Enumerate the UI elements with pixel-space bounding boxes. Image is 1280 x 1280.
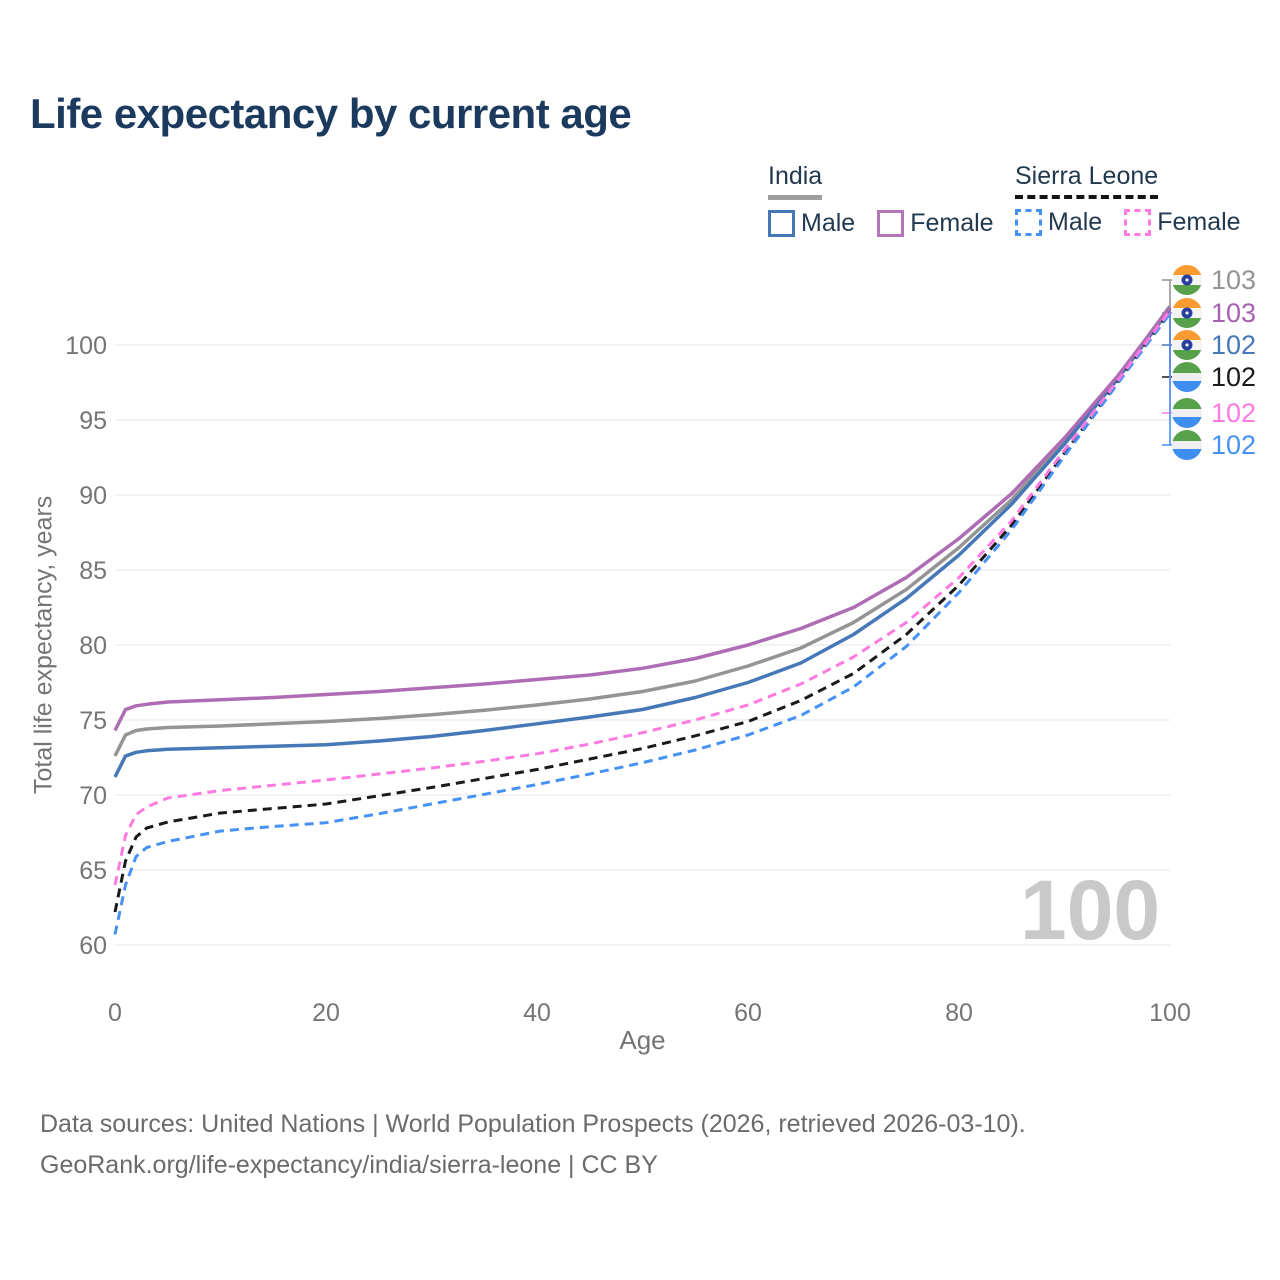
india-total-line[interactable]	[113, 304, 1172, 757]
end-value: 102	[1211, 429, 1257, 460]
x-tick-label: 0	[108, 999, 122, 1027]
end-value: 103	[1211, 264, 1257, 295]
y-tick-label: 90	[79, 482, 107, 510]
sl-male-swatch-icon	[1015, 209, 1042, 236]
source-line-1: Data sources: United Nations | World Pop…	[40, 1110, 1026, 1138]
legend-group-india: India Male Female	[768, 162, 1016, 238]
india-flag-icon	[1172, 265, 1202, 295]
y-tick-label: 70	[79, 782, 107, 810]
sierra-leone-flag-icon	[1172, 362, 1202, 392]
y-tick-label: 100	[65, 332, 107, 360]
legend-country-sierra-leone[interactable]: Sierra Leone	[1015, 162, 1159, 199]
x-tick-label: 40	[523, 999, 551, 1027]
data-source-note: Data sources: United Nations | World Pop…	[40, 1104, 1026, 1186]
end-label-sl-total[interactable]: 102	[1172, 362, 1256, 392]
legend-group-sierra-leone: Sierra Leone Male Female	[1015, 162, 1263, 237]
x-tick-label: 80	[945, 999, 973, 1027]
legend-item-india-male[interactable]: Male	[768, 209, 855, 238]
y-tick-label: 80	[79, 632, 107, 660]
y-axis-title: Total life expectancy, years	[29, 495, 58, 795]
india-female-line[interactable]	[113, 306, 1172, 732]
legend-country-india[interactable]: India	[768, 162, 823, 200]
legend-item-sl-male[interactable]: Male	[1015, 208, 1102, 237]
x-tick-label: 60	[734, 999, 762, 1027]
sierra-leone-female-line[interactable]	[113, 309, 1172, 886]
end-label-india-male[interactable]: 102	[1172, 330, 1256, 360]
legend-item-label: Male	[801, 209, 856, 237]
legend-item-label: Female	[910, 209, 994, 237]
legend-item-label: Female	[1157, 208, 1241, 236]
sierra-leone-flag-icon	[1172, 398, 1202, 428]
x-tick-label: 100	[1149, 999, 1191, 1027]
end-value: 102	[1211, 329, 1257, 360]
page-title: Life expectancy by current age	[30, 90, 632, 137]
legend-item-label: Male	[1048, 208, 1103, 236]
legend-item-india-female[interactable]: Female	[877, 209, 994, 238]
india-flag-icon	[1172, 298, 1202, 328]
legend-item-sl-female[interactable]: Female	[1124, 208, 1241, 237]
end-value: 102	[1211, 397, 1257, 428]
x-tick-label: 20	[312, 999, 340, 1027]
end-label-india-total[interactable]: 103	[1172, 265, 1256, 295]
sierra-leone-total-line[interactable]	[113, 311, 1172, 913]
india-male-swatch-icon	[768, 210, 795, 237]
age-watermark: 100	[1020, 863, 1161, 957]
end-label-sl-male[interactable]: 102	[1172, 430, 1256, 460]
end-label-sl-female[interactable]: 102	[1172, 398, 1256, 428]
x-axis-title: Age	[619, 1025, 666, 1055]
india-female-swatch-icon	[877, 210, 905, 237]
y-tick-label: 60	[79, 932, 107, 960]
sierra-leone-male-line[interactable]	[113, 312, 1172, 935]
y-tick-label: 75	[79, 707, 107, 735]
end-label-india-female[interactable]: 103	[1172, 298, 1256, 328]
source-line-2: GeoRank.org/life-expectancy/india/sierra…	[40, 1151, 658, 1179]
end-value: 102	[1211, 361, 1257, 392]
y-tick-label: 85	[79, 557, 107, 585]
sierra-leone-flag-icon	[1172, 430, 1202, 460]
end-value: 103	[1211, 297, 1257, 328]
y-tick-label: 95	[79, 407, 107, 435]
sl-female-swatch-icon	[1124, 209, 1152, 236]
india-male-line[interactable]	[113, 307, 1172, 778]
y-tick-label: 65	[79, 857, 107, 885]
india-flag-icon	[1172, 330, 1202, 360]
